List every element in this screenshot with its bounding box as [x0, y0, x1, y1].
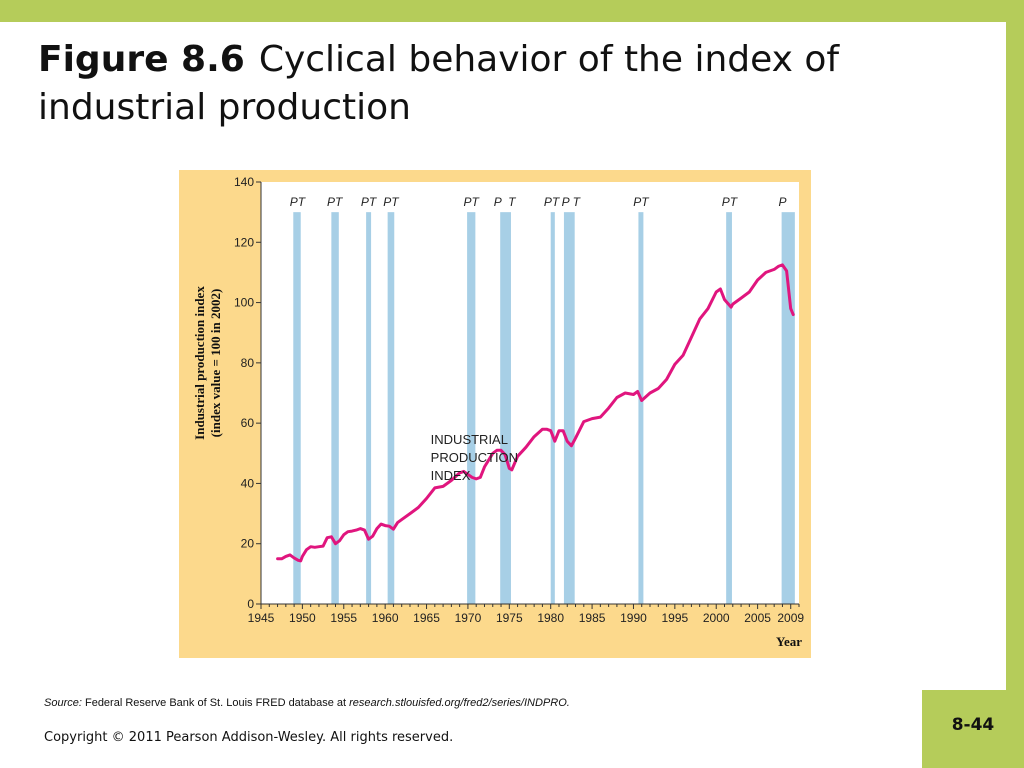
recession-band: [781, 212, 795, 604]
recession-label: P: [494, 195, 502, 209]
recession-band: [331, 212, 339, 604]
x-tick-label: 1950: [289, 611, 316, 625]
x-tick-label: 2005: [744, 611, 771, 625]
plot-area: [261, 182, 799, 604]
recession-label: PT: [383, 195, 400, 209]
recession-label: T: [573, 195, 582, 209]
y-axis-label-line2: (index value = 100 in 2002): [208, 289, 223, 438]
x-tick-label: 1960: [372, 611, 399, 625]
source-note: Source: Federal Reserve Bank of St. Loui…: [44, 697, 570, 709]
recession-band: [366, 212, 372, 604]
source-url: research.stlouisfed.org/fred2/series/IND…: [349, 697, 570, 709]
recession-band: [638, 212, 644, 604]
copyright-notice: Copyright © 2011 Pearson Addison-Wesley.…: [44, 730, 454, 745]
y-tick-label: 100: [234, 296, 254, 310]
recession-band: [467, 212, 476, 604]
x-tick-label: 1995: [661, 611, 688, 625]
y-tick-label: 80: [241, 356, 255, 370]
recession-label: PT: [290, 195, 307, 209]
recession-label: PT: [464, 195, 481, 209]
x-tick-label: 2000: [703, 611, 730, 625]
x-tick-label: 1945: [248, 611, 275, 625]
x-tick-label: 1965: [413, 611, 440, 625]
recession-label: PT: [327, 195, 344, 209]
recession-label: PT: [633, 195, 650, 209]
recession-band: [563, 212, 575, 604]
recession-label: T: [508, 195, 517, 209]
y-tick-label: 60: [241, 416, 255, 430]
page-number: 8-44: [951, 715, 995, 735]
chart-panel: PT PT PT PT PT P T PT P T PT PT P 0 20 40 60 80 100 120 140 1…: [179, 170, 811, 658]
x-tick-label: 1990: [620, 611, 647, 625]
recession-label: PT: [544, 195, 561, 209]
y-tick-label: 120: [234, 235, 254, 249]
right-accent-bar: [1006, 22, 1024, 768]
y-tick-label: 0: [247, 597, 254, 611]
recession-band: [550, 212, 555, 604]
x-tick-label: 1975: [496, 611, 523, 625]
x-tick-label: 1985: [579, 611, 606, 625]
y-tick-label: 20: [241, 537, 255, 551]
recession-band: [500, 212, 511, 604]
source-text: Federal Reserve Bank of St. Louis FRED d…: [81, 697, 350, 709]
figure-number: Figure 8.6: [38, 39, 245, 80]
series-annotation-line: INDUSTRIAL: [431, 432, 508, 447]
recession-label: PT: [361, 195, 378, 209]
recession-label: P: [562, 195, 570, 209]
industrial-production-chart: PT PT PT PT PT P T PT P T PT PT P0204060801001201401…: [192, 175, 804, 649]
figure-title-text: Cyclical behavior of the index of indust…: [38, 39, 840, 128]
series-line: [276, 263, 795, 563]
series-annotation-line: PRODUCTION: [431, 450, 518, 465]
slide-title: Figure 8.6 Cyclical behavior of the index…: [38, 36, 978, 132]
series-annotation-line: INDEX: [431, 468, 471, 483]
source-label: Source:: [44, 697, 82, 709]
y-tick-label: 40: [241, 476, 255, 490]
x-tick-label: 1980: [537, 611, 564, 625]
recession-label: P: [778, 195, 786, 209]
y-axis-label-line1: Industrial production index: [192, 286, 207, 440]
x-tick-label: 1970: [455, 611, 482, 625]
x-tick-label: 1955: [330, 611, 357, 625]
recession-band: [293, 212, 301, 604]
x-axis-label: Year: [776, 634, 802, 649]
recession-label: PT: [722, 195, 739, 209]
recession-band: [387, 212, 395, 604]
recession-band: [726, 212, 732, 604]
page-number-box: 8-44: [922, 690, 1024, 768]
y-tick-label: 140: [234, 175, 254, 189]
top-accent-bar: [0, 0, 1024, 22]
x-tick-label: 2009: [777, 611, 804, 625]
